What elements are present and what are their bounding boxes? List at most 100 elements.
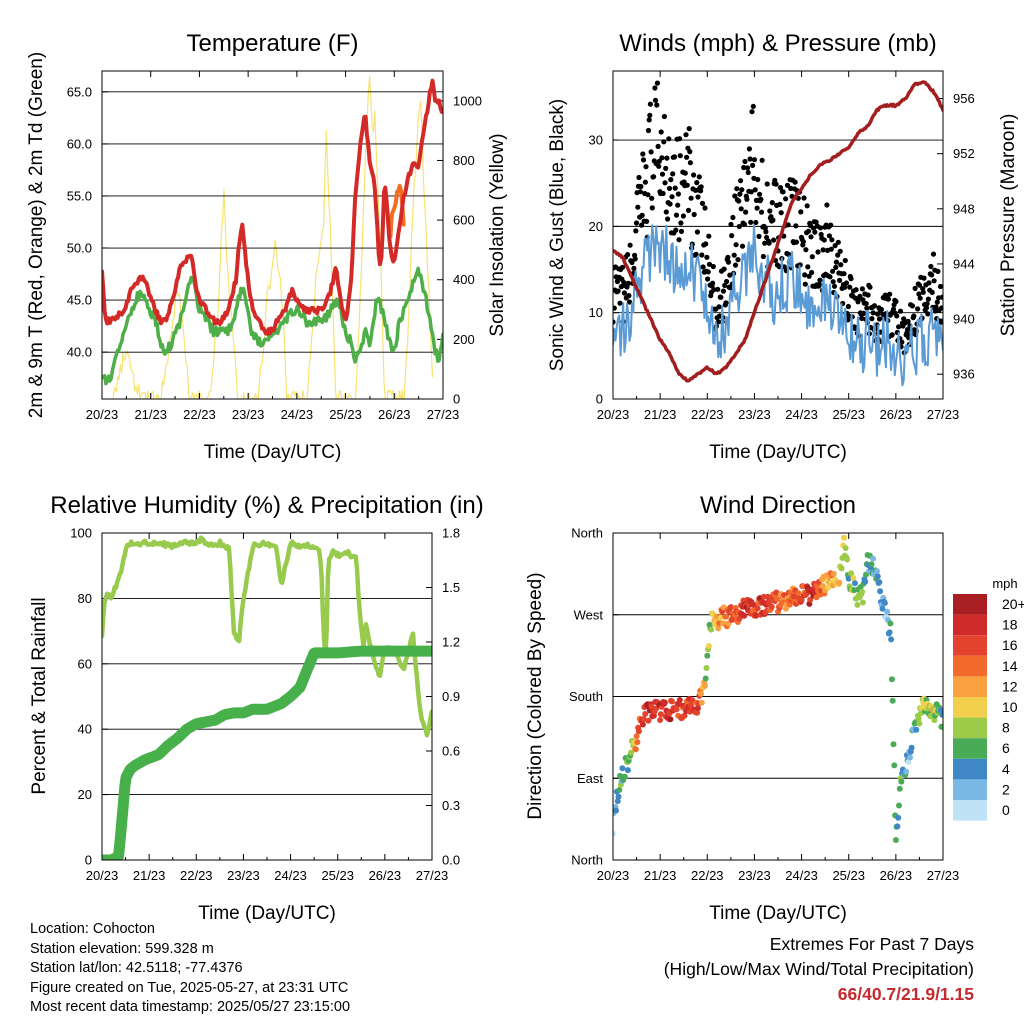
gust-point [876, 316, 883, 322]
gust-point [613, 319, 616, 325]
temp-ylabel-right: Solar Insolation (Yellow) [487, 133, 508, 336]
gust-point [668, 177, 674, 183]
temp-ytick-label: 65.0 [67, 84, 92, 99]
gust-point [842, 257, 848, 264]
direction-point [766, 599, 773, 606]
rh-xtick-label: 26/23 [369, 868, 402, 883]
rh-ytick-right-label: 0.0 [442, 853, 460, 868]
direction-point [888, 636, 895, 643]
gust-point [702, 205, 708, 211]
gust-point [816, 281, 822, 287]
temp-xtick-label: 26/23 [378, 407, 411, 422]
direction-point [624, 767, 631, 774]
solar-insolation-line [112, 75, 434, 399]
gust-point [934, 299, 940, 305]
gust-point [763, 229, 769, 235]
gust-point [859, 286, 866, 292]
station-latlon: Station lat/lon: 42.5118; -77.4376 [30, 960, 243, 976]
temp-xtick-label: 20/23 [86, 407, 119, 422]
gust-point [723, 300, 729, 306]
gust-point [688, 195, 694, 201]
direction-point [881, 600, 888, 606]
station-location: Location: Cohocton [30, 921, 155, 937]
gust-point [648, 149, 654, 155]
rh-ytick-right-label: 0.3 [442, 798, 460, 813]
direction-point [874, 568, 880, 575]
gust-point [652, 97, 659, 103]
direction-point [628, 749, 635, 756]
wind-ytick-right-label: 956 [953, 91, 975, 106]
gust-point [705, 269, 711, 275]
most-recent-timestamp: Most recent data timestamp: 2025/05/27 2… [30, 999, 351, 1015]
gust-point [848, 276, 854, 282]
gust-point [835, 252, 841, 258]
gust-point [924, 301, 930, 307]
extremes-values: 66/40.7/21.9/1.15 [837, 984, 974, 1004]
direction-point [877, 588, 884, 595]
direction-point [736, 615, 743, 622]
gust-point [939, 305, 943, 311]
gust-point [633, 228, 639, 234]
gust-point [738, 206, 744, 212]
direction-point [764, 593, 771, 600]
gust-point [890, 306, 897, 312]
gust-point [696, 174, 702, 180]
gust-point [817, 277, 823, 283]
gust-point [861, 310, 867, 316]
temp-xtick-label: 23/23 [232, 407, 265, 422]
direction-point [939, 711, 943, 718]
direction-point [681, 712, 688, 719]
gust-point [926, 280, 932, 286]
temp-ytick-right-label: 600 [453, 213, 475, 228]
gust-point [788, 185, 794, 191]
speed-legend-swatch [953, 655, 987, 677]
direction-point [890, 741, 897, 748]
direction-point [676, 697, 683, 703]
gust-point [647, 101, 654, 107]
speed-legend-label: 14 [1002, 658, 1018, 674]
speed-legend-label: 8 [1002, 720, 1010, 736]
dir-xtick-label: 26/23 [880, 868, 913, 883]
gust-point [615, 288, 621, 294]
gust-point [627, 242, 633, 248]
gust-point [730, 214, 736, 221]
gust-point [687, 149, 693, 155]
gust-point [771, 237, 777, 243]
wind-ytick-right-label: 948 [953, 201, 975, 216]
dir-ytick-label: North [571, 853, 603, 868]
gust-point [847, 284, 853, 290]
dir-title: Wind Direction [700, 492, 856, 519]
wind-ytick-label: 20 [589, 219, 603, 234]
direction-point [668, 698, 675, 705]
speed-legend-label: 4 [1002, 761, 1010, 777]
direction-point [859, 599, 866, 606]
rh-ytick-label: 80 [78, 591, 92, 606]
gust-point [915, 306, 921, 312]
gust-point [785, 222, 791, 228]
gust-point [802, 272, 808, 278]
gust-point [930, 251, 937, 257]
gust-point [916, 282, 923, 288]
gust-point [838, 262, 844, 268]
direction-point [894, 823, 901, 830]
gust-point [633, 220, 640, 226]
gust-point [626, 299, 633, 305]
gust-point [739, 187, 745, 193]
direction-point [615, 793, 622, 800]
gust-point [678, 228, 685, 234]
gust-point [828, 222, 834, 228]
dir-ytick-label: East [577, 771, 603, 786]
gust-point [756, 233, 762, 239]
gust-point [647, 112, 653, 118]
gust-point [694, 229, 701, 235]
gust-point [899, 339, 905, 345]
direction-point [795, 590, 802, 597]
gust-point [731, 252, 737, 258]
direction-point [657, 717, 664, 723]
gust-point [793, 223, 799, 229]
gust-point [845, 303, 852, 310]
gust-point [721, 266, 727, 272]
speed-legend-swatch [953, 676, 987, 697]
gust-point [670, 171, 676, 177]
gust-point [680, 213, 687, 219]
